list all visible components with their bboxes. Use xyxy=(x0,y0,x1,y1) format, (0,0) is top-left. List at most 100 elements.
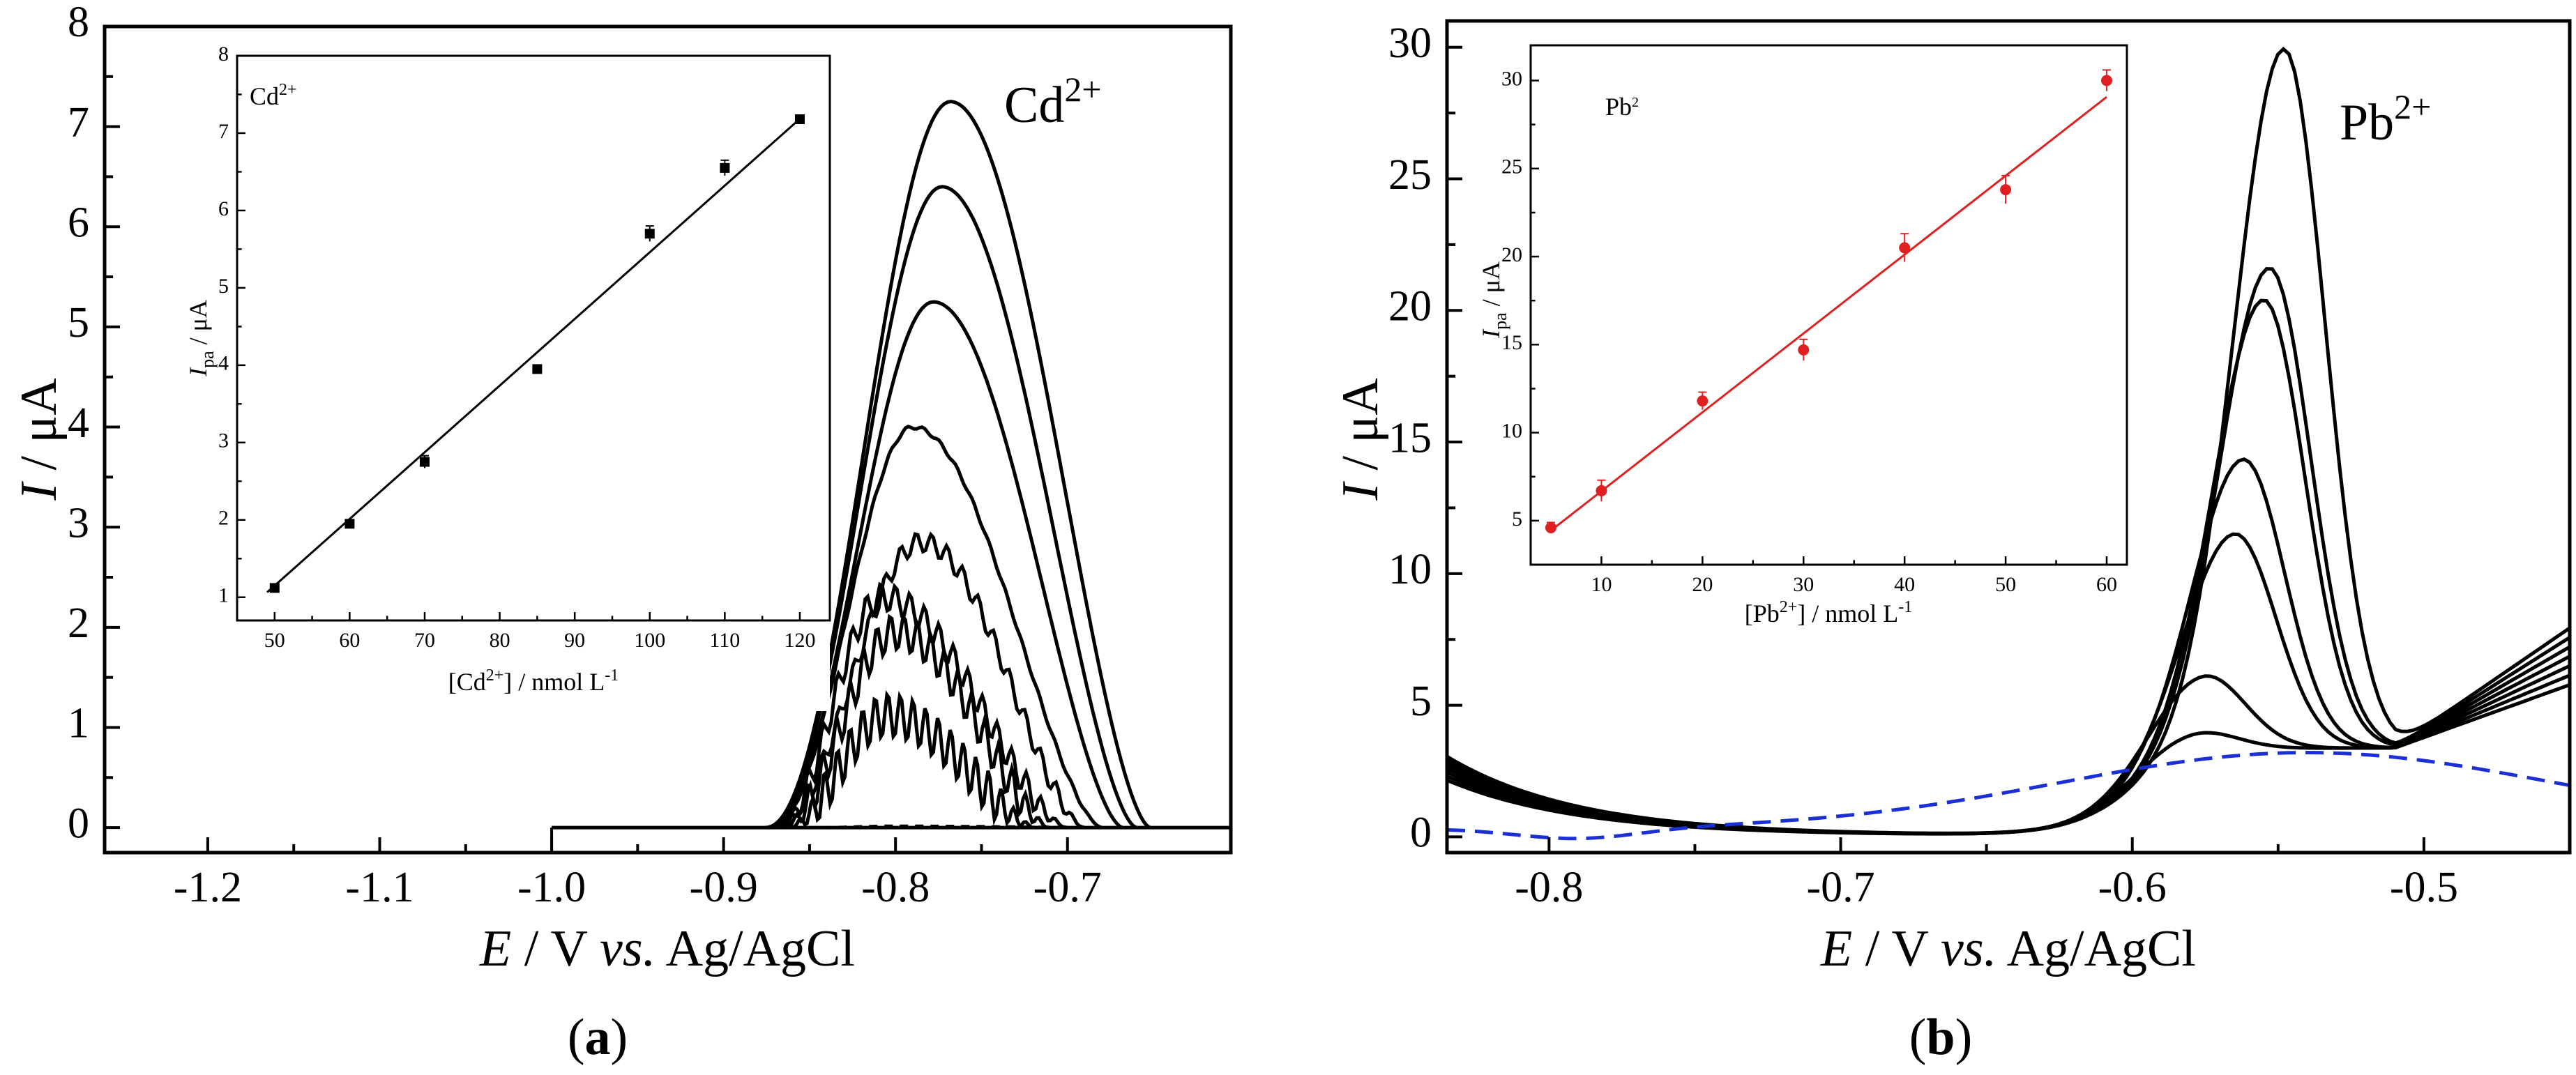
panel-a-xtick-label: -0.9 xyxy=(690,864,758,911)
panel-a-inset-point xyxy=(794,114,805,124)
panel-a-inset-xtick-label: 90 xyxy=(564,629,585,652)
panel-a-ytick-label: 5 xyxy=(68,299,89,346)
panel-b-xticks: -0.8 -0.7 -0.6 -0.5 xyxy=(1515,837,2458,911)
panel-a-ytick-label: 8 xyxy=(68,0,89,46)
panel-b-series-line xyxy=(1447,750,2570,841)
panel-a-ytick-label: 2 xyxy=(68,600,89,647)
panel-b-inset-y-axis-label: Ipa / μA xyxy=(1477,261,1510,339)
panel-a-inset-xtick-label: 50 xyxy=(264,629,285,652)
panel-a-ion-label: Cd2+ xyxy=(1004,70,1102,134)
panel-b-curves xyxy=(1447,46,2570,841)
panel-b-inset-xtick-label: 50 xyxy=(1995,573,2016,596)
panel-a-ytick-label: 7 xyxy=(68,99,89,146)
panel-b-inset-bg xyxy=(1478,38,2134,634)
panel-b-inset-xticks: 10 20 30 40 50 60 xyxy=(1591,556,2117,596)
panel-b-yticks: 0 5 10 15 20 25 30 xyxy=(1388,20,1462,857)
panel-b-ytick-label: 15 xyxy=(1388,414,1432,462)
panel-a-x-axis-label: E / V vs. Ag/AgCl xyxy=(479,920,855,977)
panel-a-xtick-label: -1.2 xyxy=(174,864,242,911)
panel-b-inset-xtick-label: 40 xyxy=(1894,573,1915,596)
panel-a-xtick-label: -1.1 xyxy=(345,864,414,911)
panel-b-inset-point xyxy=(1798,344,1810,356)
panel-b-ytick-label: 0 xyxy=(1410,809,1432,857)
panel-b-ytick-label: 25 xyxy=(1388,151,1432,199)
panel-b-inset-x-axis-label: [Pb2+] / nmol L-1 xyxy=(1745,598,1913,627)
panel-b-inset-yticks: 5 10 15 20 25 30 xyxy=(1501,67,1539,531)
panel-b-inset-point xyxy=(2101,75,2113,86)
panel-a-inset-marks xyxy=(266,114,805,593)
panel-b-inset-ytick-label: 30 xyxy=(1501,67,1522,90)
panel-b-ytick-label: 10 xyxy=(1388,546,1432,593)
panel-b-y-axis-label: I / μA xyxy=(1332,378,1389,501)
panel-a-y-axis-label: I / μA xyxy=(10,378,68,501)
panel-b-inset: 10 20 30 40 50 60 5 10 15 20 25 30 Pb2 Ipa / μA [P… xyxy=(1477,38,2134,634)
panel-b-inset-xtick-label: 30 xyxy=(1793,573,1814,596)
panel-b-inset-point xyxy=(2000,184,2012,196)
panel-b-curves-clip xyxy=(1447,46,2570,841)
panel-a-inset-x-axis-label: [Cd2+] / nmol L-1 xyxy=(448,666,619,696)
panel-b-inset-point xyxy=(1596,485,1607,496)
panel-b-inset-ytick-label: 20 xyxy=(1501,243,1522,266)
panel-b-xtick-label: -0.5 xyxy=(2390,864,2458,911)
panel-b-xtick-label: -0.7 xyxy=(1806,864,1874,911)
panel-b-series-line xyxy=(1447,46,2570,836)
panel-b-inset-ytick-label: 25 xyxy=(1501,155,1522,178)
panel-a-inset-frame xyxy=(236,54,831,622)
panel-a-inset-ytick-label: 7 xyxy=(218,120,229,143)
panel-a-inset-ytick-label: 1 xyxy=(218,584,229,607)
panel-a-inset-point xyxy=(720,162,730,173)
panel-b-x-axis-label: E / V vs. Ag/AgCl xyxy=(1820,920,2196,977)
panel-a-ytick-label: 3 xyxy=(68,499,89,547)
panel-b-inset-point xyxy=(1899,242,1911,254)
panel-b-inset-ytick-label: 5 xyxy=(1512,508,1522,531)
panel-a-series-line xyxy=(771,531,1085,830)
panel-a-inset-yticks: 1 2 3 4 5 6 7 8 xyxy=(218,43,245,607)
panel-a-inset-xticks: 50 60 70 80 90 100 110 120 xyxy=(264,612,815,652)
panel-b-inset-fit-line xyxy=(1550,96,2107,532)
panel-b-inset-point xyxy=(1545,521,1556,533)
panel-b-ytick-label: 30 xyxy=(1388,20,1432,67)
panel-a-inset-xtick-label: 110 xyxy=(709,629,740,652)
panel-b-ytick-label: 20 xyxy=(1388,283,1432,330)
panel-a-inset-xtick-label: 70 xyxy=(414,629,435,652)
panel-a-xtick-label: -0.8 xyxy=(861,864,930,911)
panel-a-inset-point xyxy=(644,229,655,239)
panel-a-ytick-label: 4 xyxy=(68,399,89,447)
panel-b: -0.8 -0.7 -0.6 -0.5 0 5 10 15 20 25 30 Pb2+ I / μ… xyxy=(1332,19,2572,1066)
panel-a-inset-xtick-label: 120 xyxy=(784,629,815,652)
panel-b-inset-point xyxy=(1697,395,1709,407)
panel-a-series-line xyxy=(792,824,1137,829)
panel-b-xtick-label: -0.6 xyxy=(2098,864,2167,911)
panel-b-inset-ion-label: Pb2 xyxy=(1605,93,1639,121)
panel-b-inset-xtick-label: 10 xyxy=(1591,573,1612,596)
panel-b-inset-ytick-label: 10 xyxy=(1501,419,1522,442)
panel-a-inset-ytick-label: 6 xyxy=(218,197,229,220)
panel-a-inset-point xyxy=(344,519,355,529)
panel-a-inset-point xyxy=(532,364,543,374)
panel-a-series-line xyxy=(775,581,1068,830)
panel-b-ion-label: Pb2+ xyxy=(2340,87,2431,151)
panel-a-inset-point xyxy=(269,583,280,593)
panel-a-xtick-label: -1.0 xyxy=(517,864,586,911)
panel-b-inset-xtick-label: 60 xyxy=(2096,573,2117,596)
panel-b-inset-frame xyxy=(1529,44,2128,566)
panel-a-inset-point xyxy=(419,457,430,467)
panel-a-ytick-label: 0 xyxy=(68,800,89,847)
panel-a-inset-ytick-label: 3 xyxy=(218,429,229,452)
panel-a-inset: 50 60 70 80 90 100 110 120 1 2 3 4 5 6 7 8 Cd2+ Ipa / … xyxy=(174,43,831,711)
panel-a-inset-xtick-label: 60 xyxy=(339,629,360,652)
panel-b-inset-ytick-label: 15 xyxy=(1501,331,1522,354)
panel-b-series-line xyxy=(1447,673,2570,836)
panel-a-inset-ytick-label: 2 xyxy=(218,507,229,530)
panel-b-inset-xtick-label: 20 xyxy=(1692,573,1713,596)
panel-a-inset-y-axis-label: Ipa / μA xyxy=(184,300,218,377)
panel-b-caption: (b) xyxy=(1909,1009,1972,1066)
panel-a-ytick-label: 1 xyxy=(68,700,89,747)
panel-a-inset-xtick-label: 100 xyxy=(634,629,665,652)
panel-a-series-line xyxy=(783,690,1037,830)
panel-a-xticks: -1.2 -1.1 -1.0 -0.9 -0.8 -0.7 xyxy=(174,837,1102,911)
panel-a-inset-xtick-label: 80 xyxy=(490,629,510,652)
panel-a-ytick-label: 6 xyxy=(68,199,89,247)
